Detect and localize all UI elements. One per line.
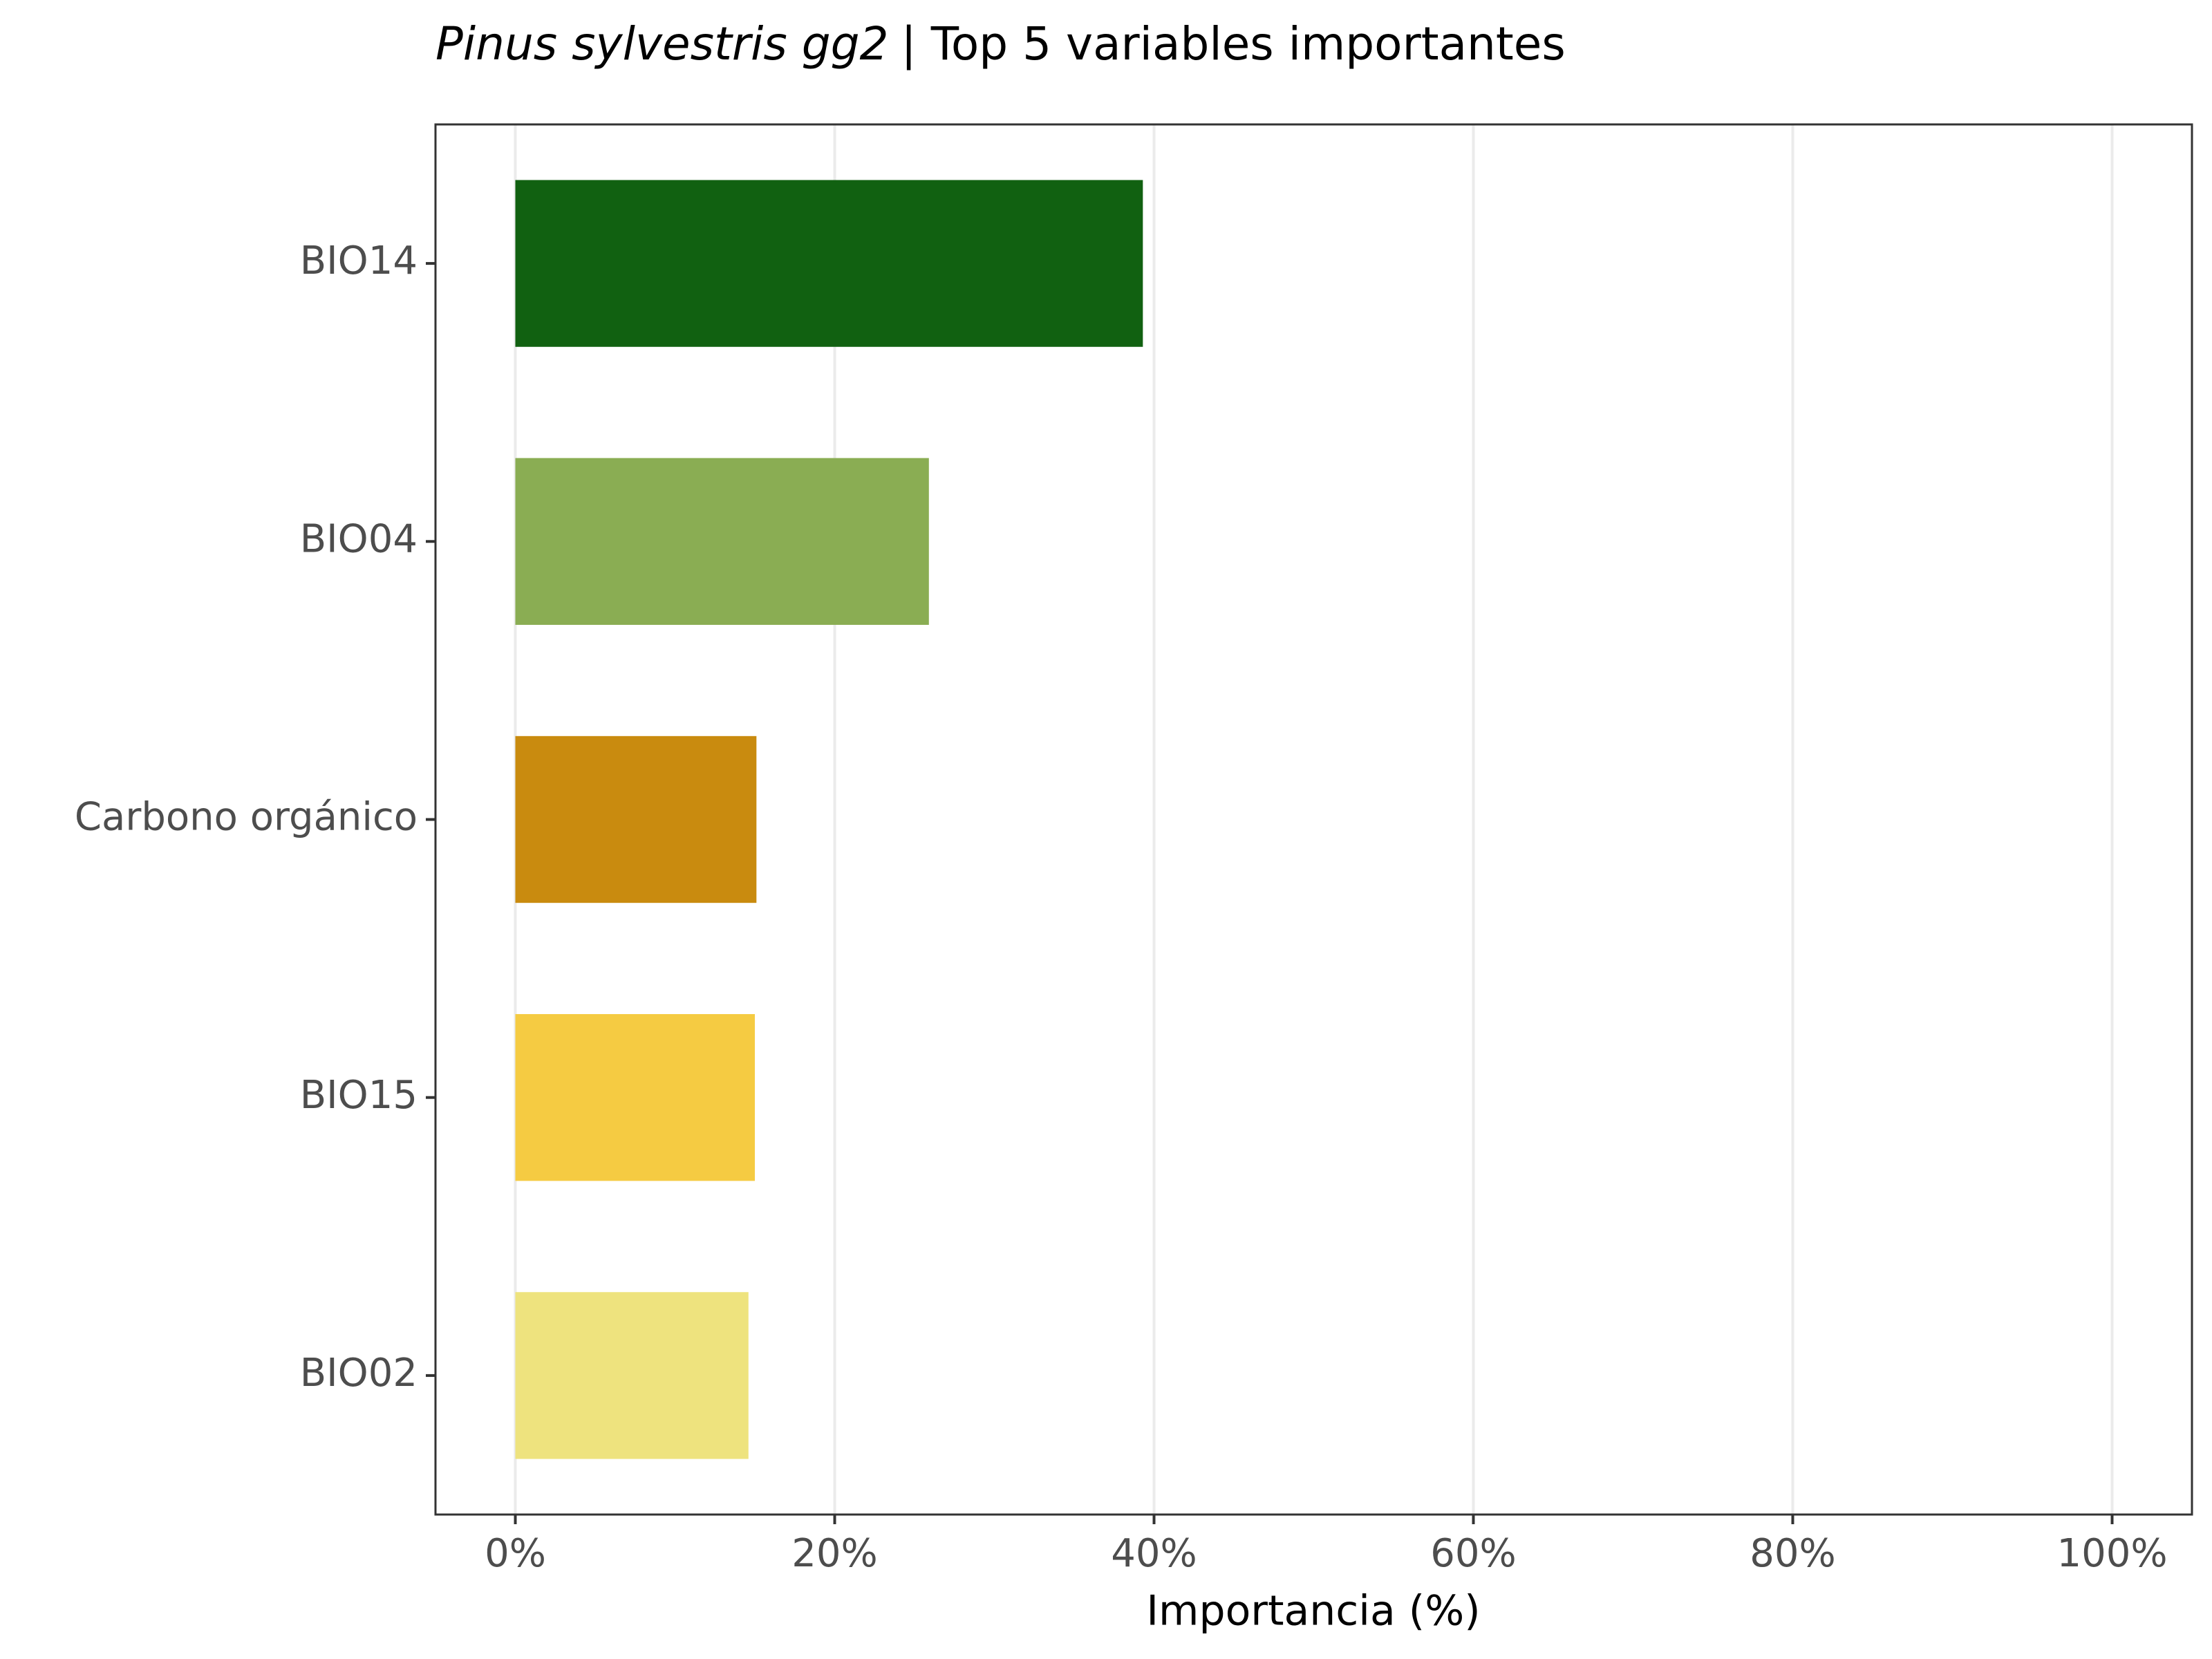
y-tick-label: BIO02	[300, 1351, 418, 1396]
y-tick-label: Carbono orgánico	[75, 795, 418, 840]
y-tick-label: BIO15	[300, 1073, 418, 1118]
y-tick-label: BIO04	[300, 516, 418, 561]
x-tick-label: 0%	[485, 1531, 546, 1576]
x-tick-label: 80%	[1750, 1531, 1835, 1576]
title-species: Pinus sylvestris gg2	[435, 17, 889, 71]
chart-title: Pinus sylvestris gg2 | Top 5 variables im…	[435, 17, 1566, 71]
bar	[515, 458, 929, 625]
x-axis-label: Importancia (%)	[1146, 1587, 1480, 1635]
x-tick-label: 40%	[1111, 1531, 1197, 1576]
y-tick-label: BIO14	[300, 238, 418, 283]
x-tick-label: 100%	[2056, 1531, 2167, 1576]
x-tick-label: 20%	[791, 1531, 877, 1576]
bar	[515, 1014, 755, 1181]
bar	[515, 1292, 749, 1459]
bar	[515, 180, 1143, 347]
bar	[515, 735, 757, 903]
x-tick-label: 60%	[1430, 1531, 1516, 1576]
panel-border	[434, 123, 2193, 1516]
title-text: | Top 5 variables importantes	[901, 17, 1566, 71]
